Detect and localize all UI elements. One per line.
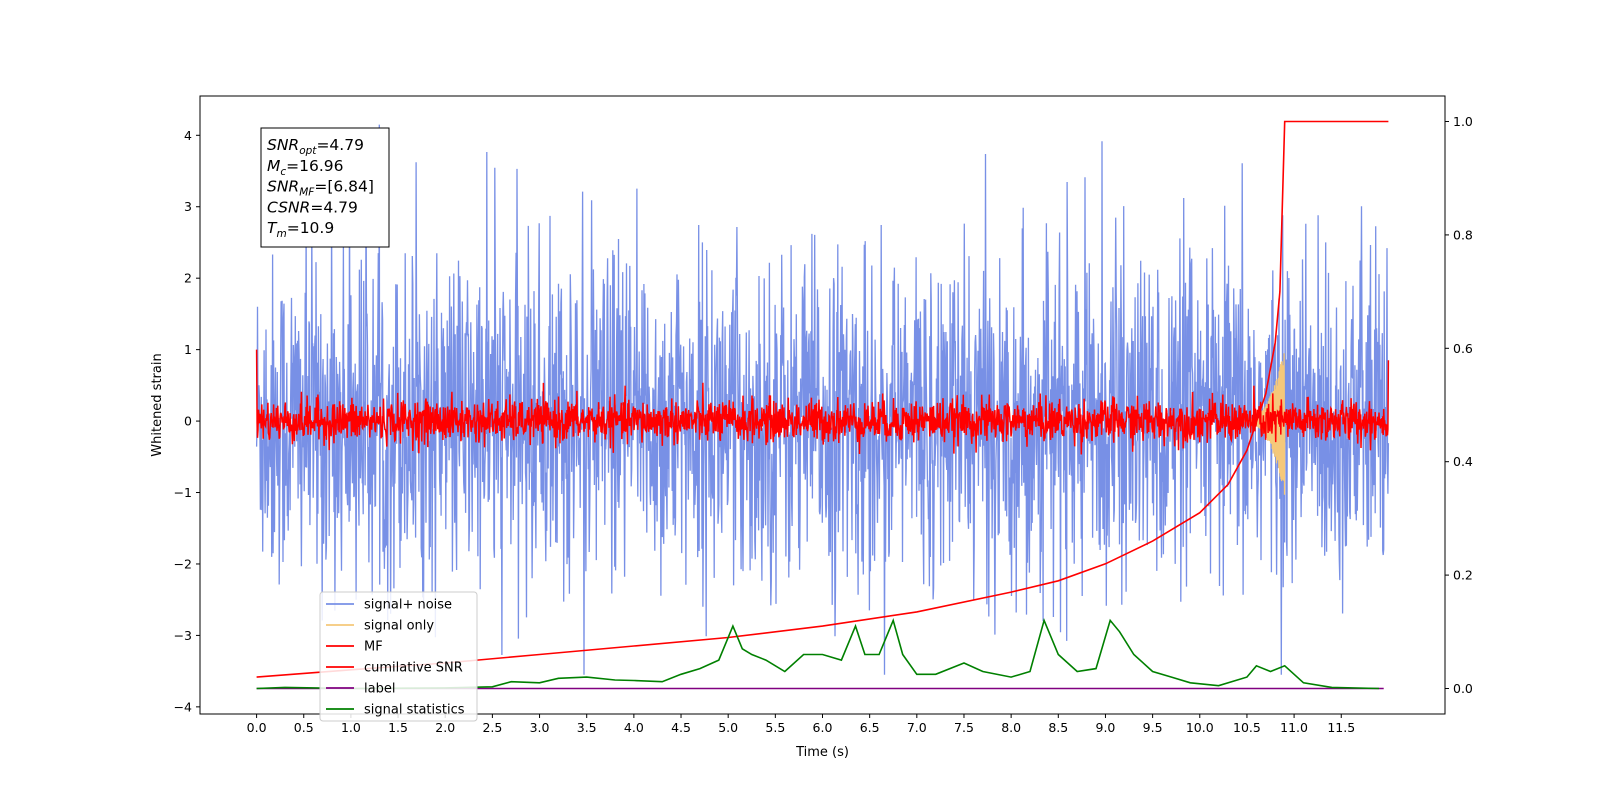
x-tick-label: 8.0 [1001,720,1021,735]
x-tick-label: 7.5 [954,720,974,735]
info-line-value: =[6.84] [314,178,374,196]
y-right-tick-label: 0.2 [1453,568,1473,583]
info-line-symbol: T [267,219,278,237]
x-tick-label: 11.0 [1280,720,1308,735]
legend-label: signal statistics [364,703,465,718]
series-mf-line [255,349,1390,455]
info-line-subscript: opt [299,145,317,157]
x-tick-label: 5.5 [765,720,785,735]
y-right-tick-label: 0.0 [1453,681,1473,696]
x-tick-label: 4.0 [624,720,644,735]
x-tick-label: 0.0 [247,720,267,735]
info-line: CSNR=4.79 [267,198,358,216]
legend-label: MF [364,640,383,655]
series-signal-statistics-line [256,617,1380,690]
y-right-tick-label: 0.8 [1453,227,1473,242]
y-left-tick-label: 4 [184,128,192,143]
y-left-tick-label: 1 [184,342,192,357]
x-tick-label: 10.0 [1186,720,1214,735]
x-tick-label: 5.0 [718,720,738,735]
y-right-tick-label: 1.0 [1453,114,1473,129]
x-tick-label: 9.5 [1143,720,1163,735]
info-line-symbol: SNR [267,136,299,154]
info-line-symbol: SNR [267,178,299,196]
y-left-tick-label: 2 [184,271,192,286]
legend-label: cumilative SNR [364,661,463,676]
info-line: SNRopt=4.79 [267,136,364,157]
info-line-value: =16.96 [286,157,343,175]
series-cumulative-snr-line [256,120,1389,678]
y-left-tick-label: −4 [174,699,192,714]
axes-layer: 0.0 0.5 1.0 1.5 2.0 2.5 3.0 3.5 4.0 4.5 5.0 5.5 6.0 6… [174,114,1473,735]
y-left-tick-label: 0 [184,414,192,429]
info-line-value: =4.79 [316,136,364,154]
info-line-subscript: c [280,166,286,178]
legend-frame [319,591,478,722]
info-box-frame [260,127,390,248]
plot-layer [255,120,1390,690]
x-tick-label: 4.5 [671,720,691,735]
x-axis-title: Time (s) [795,745,849,760]
x-tick-label: 1.5 [388,720,408,735]
y-left-tick-label: −2 [174,556,192,571]
x-tick-label: 7.0 [907,720,927,735]
legend: signal+ noise signal only MF cumilative SNR… [319,591,478,722]
info-line-value: =4.79 [310,198,358,216]
x-tick-label: 11.5 [1327,720,1355,735]
info-line: Mc=16.96 [267,157,344,178]
info-line: SNRMF=[6.84] [267,178,374,199]
y-right-tick-label: 0.6 [1453,341,1473,356]
x-tick-label: 3.0 [530,720,550,735]
x-tick-label: 8.5 [1048,720,1068,735]
info-line-value: =10.9 [287,219,335,237]
x-tick-label: 2.5 [482,720,502,735]
x-tick-label: 10.5 [1233,720,1261,735]
legend-label: signal only [364,619,434,634]
x-tick-label: 9.0 [1096,720,1116,735]
x-tick-label: 1.0 [341,720,361,735]
legend-label: label [364,682,395,697]
info-line-symbol: CSNR [267,198,310,216]
y-left-tick-label: −1 [174,485,192,500]
x-tick-label: 6.5 [860,720,880,735]
y-left-tick-label: 3 [184,199,192,214]
info-line-subscript: m [276,228,286,240]
y-right-tick-label: 0.4 [1453,454,1473,469]
x-tick-label: 3.5 [577,720,597,735]
y-axis-title: Whitened strain [150,353,165,456]
legend-label: signal+ noise [364,598,452,613]
y-left-tick-label: −3 [174,628,192,643]
info-box: SNRopt=4.79Mc=16.96SNRMF=[6.84]CSNR=4.79… [260,127,390,248]
x-tick-label: 0.5 [294,720,314,735]
info-line-subscript: MF [299,187,315,199]
series-signal-noise-line [255,124,1390,675]
x-tick-label: 6.0 [813,720,833,735]
x-tick-label: 2.0 [435,720,455,735]
info-line: Tm=10.9 [267,219,334,240]
info-line-symbol: M [267,157,280,175]
